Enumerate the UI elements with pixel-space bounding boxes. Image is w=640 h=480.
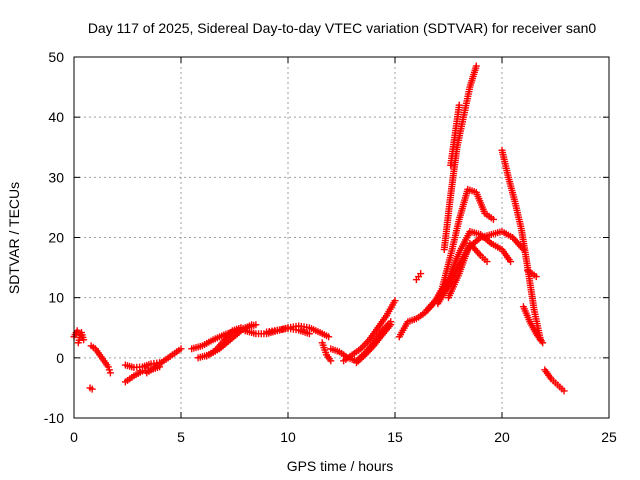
data-point xyxy=(106,369,114,377)
x-tick-label: 10 xyxy=(280,429,296,445)
x-tick-label: 15 xyxy=(387,429,403,445)
data-point xyxy=(489,215,497,223)
data-point xyxy=(237,324,245,332)
data-point xyxy=(327,357,335,365)
y-axis-label: SDTVAR / TECUs xyxy=(6,182,22,294)
data-point xyxy=(305,330,313,338)
data-point xyxy=(88,385,96,393)
x-tick-label: 20 xyxy=(494,429,510,445)
data-point xyxy=(455,101,463,109)
data-point xyxy=(472,62,480,70)
axis-ticks: 0 5 10 15 20 25 -10 0 10 20 30 40 50 xyxy=(44,49,617,445)
y-tick-label: 0 xyxy=(56,350,64,366)
x-tick-label: 25 xyxy=(601,429,617,445)
data-point xyxy=(74,339,82,347)
data-point xyxy=(539,339,547,347)
chart-title: Day 117 of 2025, Sidereal Day-to-day VTE… xyxy=(88,20,597,36)
y-tick-label: 10 xyxy=(48,290,64,306)
data-point xyxy=(391,297,399,305)
y-tick-label: 50 xyxy=(48,49,64,65)
y-tick-label: 30 xyxy=(48,169,64,185)
x-tick-label: 0 xyxy=(70,429,78,445)
data-point xyxy=(507,258,515,266)
data-points xyxy=(70,62,568,395)
data-point xyxy=(560,387,568,395)
x-axis-label: GPS time / hours xyxy=(287,458,394,474)
data-point xyxy=(325,333,333,341)
x-tick-label: 5 xyxy=(177,429,185,445)
y-tick-label: -10 xyxy=(44,410,64,426)
y-tick-label: 20 xyxy=(48,230,64,246)
y-tick-label: 40 xyxy=(48,109,64,125)
data-point xyxy=(532,273,540,281)
data-point xyxy=(417,270,425,278)
data-point xyxy=(177,345,185,353)
data-point xyxy=(483,258,491,266)
data-point xyxy=(387,321,395,329)
data-point xyxy=(248,321,256,329)
